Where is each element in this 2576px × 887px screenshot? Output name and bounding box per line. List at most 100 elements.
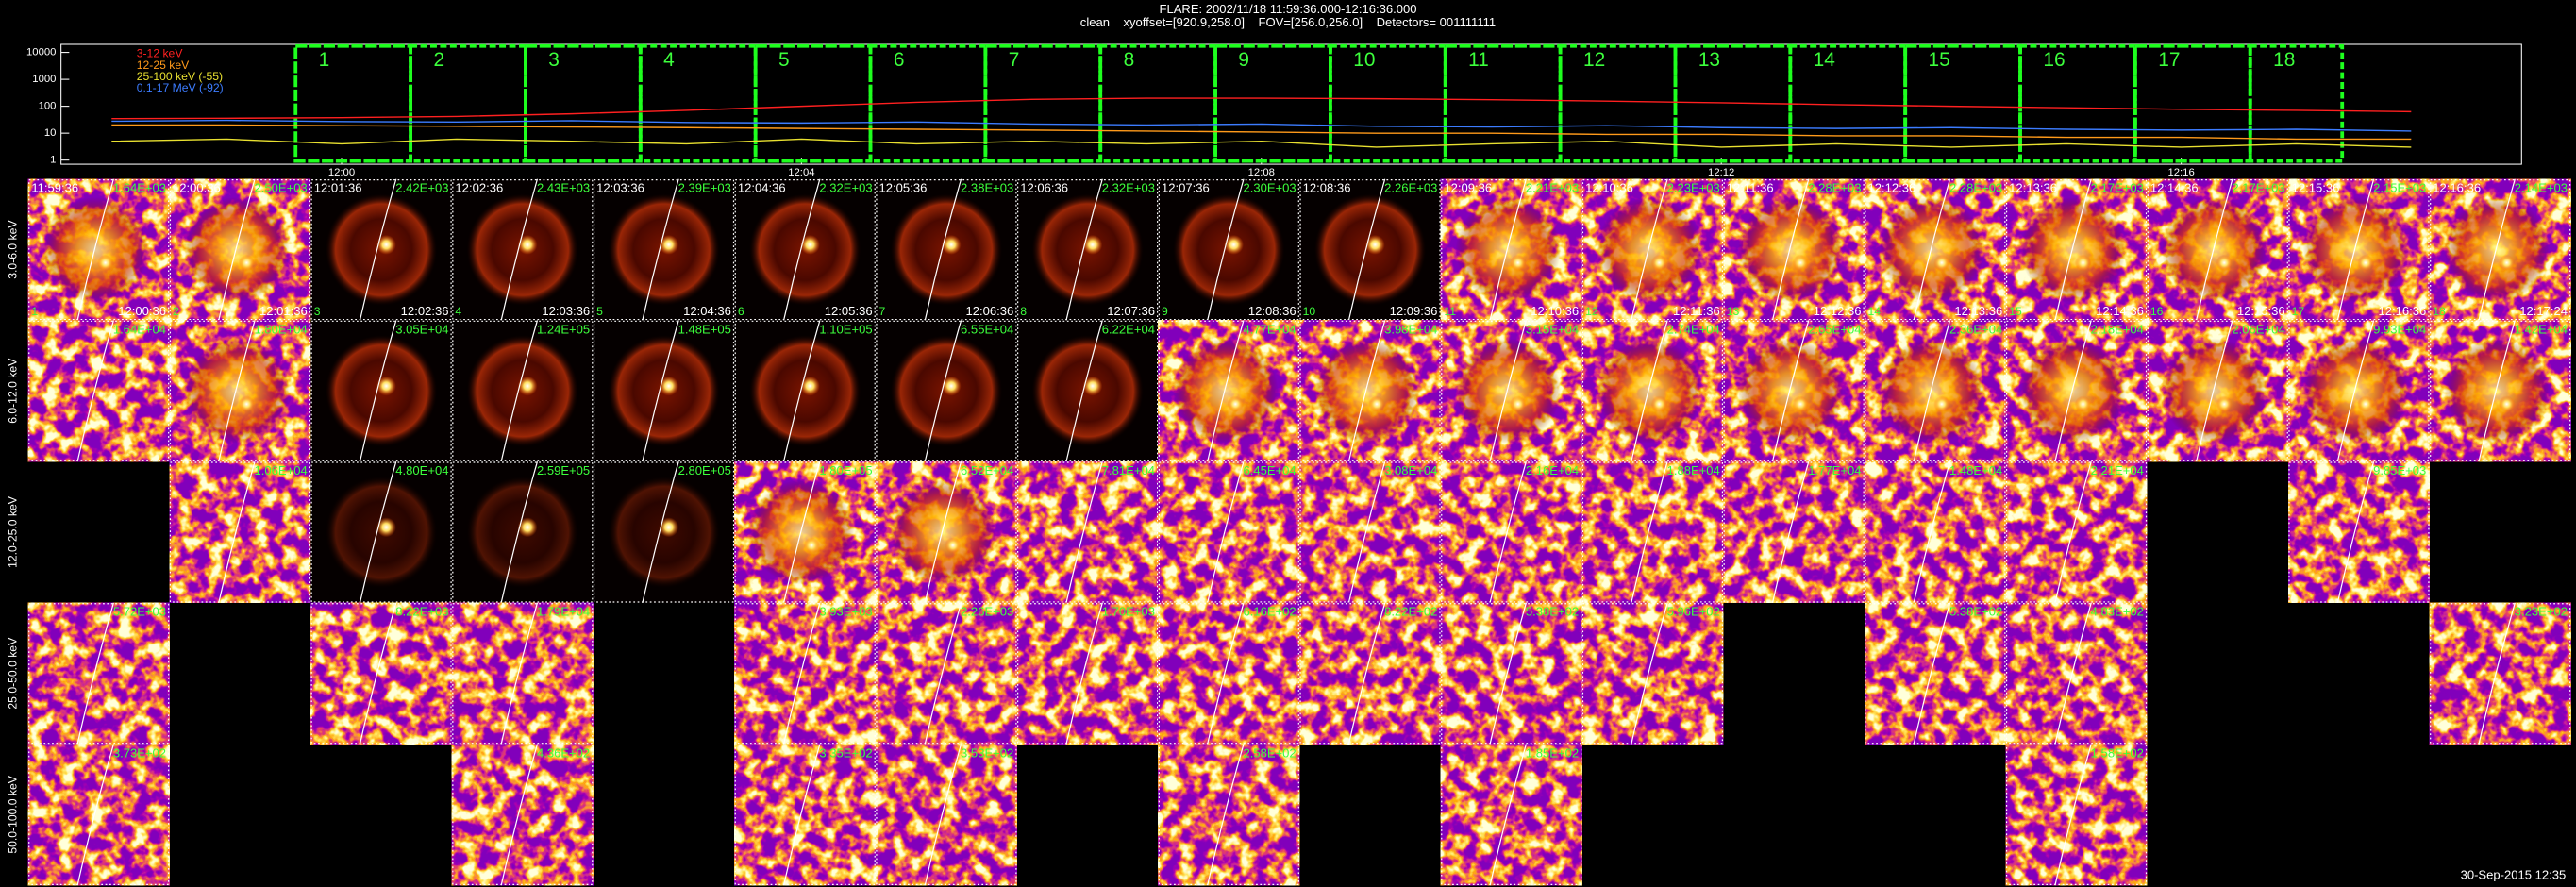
image-panel: 1.06E+04 [169,460,311,603]
solar-limb [2336,320,2375,462]
source-blob [184,338,290,444]
interval-box [2133,43,2252,163]
source-spot [238,254,256,272]
solar-limb [2054,744,2092,886]
x-tick-label: 12:16 [2167,167,2194,178]
panel-border [593,179,735,321]
image-panel: 6.52E+04 [876,460,1017,603]
panel-border [1441,744,1582,885]
start-time: 12:00:36 [173,181,221,195]
solar-limb [1913,178,1951,321]
y-tick-label: 10000 [26,47,56,59]
end-time: 12:06:36 [965,304,1013,318]
source-spot [376,234,396,255]
source-blob [2162,196,2267,303]
image-panel: 1.88E+04 [1581,460,1724,603]
image-panel: 2.74E+04 [1581,320,1724,462]
panel-border [452,744,594,885]
source-blob [1879,338,1985,444]
image-panel: 2.06E+04 [2147,320,2289,462]
peak-value: 3.08E+04 [1384,463,1437,477]
solar-limb [2336,178,2375,321]
x-tick-label: 12:04 [788,167,814,178]
panel-border [169,320,310,461]
solar-limb [1489,320,1527,462]
panel-border [734,461,876,603]
solar-limb [1065,460,1103,603]
peak-value: 2.59E+05 [537,463,590,477]
peak-value: 1.42E+04 [2515,322,2568,336]
source-spot [517,376,538,396]
peak-value: 2.32E+03 [1102,181,1155,195]
peak-value: 2.50E+03 [255,181,308,195]
panel-noise [876,744,1017,886]
interval-box [293,43,413,163]
image-panel: 3.05E+04 [310,320,452,462]
peak-value: 6.22E+04 [1102,322,1155,336]
start-time: 12:14:36 [2150,181,2199,195]
peak-value: 9.85E+03 [2373,463,2426,477]
end-time: 12:07:36 [1107,304,1155,318]
solar-limb [924,602,962,745]
peak-value: 2.26E+03 [1384,181,1437,195]
image-panel: 2.17E+03 12:14:36 12:15:36 16 [2147,178,2289,321]
subtitle: clean xyoffset=[920.9,258.0] FOV=[256.0,… [1080,15,1496,29]
interval-box [1213,43,1332,163]
panel-border [876,179,1017,321]
solar-limb [1207,602,1245,745]
peak-value: 6.16E+02 [1243,605,1296,619]
start-time: 11:59:36 [31,181,78,195]
image-panel: 2.28E+03 12:12:36 12:13:36 14 [1865,178,2006,321]
interval-index: 13 [1727,305,1740,318]
solar-limb [1489,178,1527,321]
image-panel: 5.38E+02 [1440,602,1582,745]
image-panel: 1.58E+02 [2005,744,2148,886]
start-time: 12:04:36 [738,181,786,195]
image-panel: 2.80E+05 [593,460,735,603]
panel-border [1723,320,1865,461]
panel-border [310,461,452,603]
solar-limb [1489,460,1527,603]
interval-index: 2 [173,305,179,318]
image-panel: 1.80E+04 [169,320,311,462]
solar-limb [782,744,821,886]
source-spot [945,537,962,554]
panel-noise [2005,461,2148,603]
panel-border [593,320,735,461]
panel-border [1299,179,1441,321]
source-spot [659,376,679,396]
panel-border [1441,461,1582,603]
panel-border [734,744,876,885]
solar-limb [1631,460,1668,603]
panel-border [1441,320,1582,461]
interval-box [1443,43,1563,163]
peak-value: 2.32E+03 [819,181,872,195]
peak-value: 1.58E+02 [2091,745,2144,760]
solar-limb [2478,178,2516,321]
panel-noise [1865,461,2006,603]
source-blob [2302,196,2409,303]
source-spot [96,254,114,272]
source-blob [1737,338,1844,444]
panel-noise [169,461,311,603]
peak-value: 1.64E+04 [113,322,166,336]
peak-value: 3.05E+04 [395,322,448,336]
source-spot [1082,376,1103,396]
peak-value: 1.64E+03 [113,181,166,195]
interval-number: 13 [1698,49,1720,71]
image-panel: 3.93E+03 [734,602,877,745]
source-spot [2074,395,2092,412]
source-spot [1510,254,1527,272]
image-panel: 6.55E+04 [876,320,1017,462]
image-panel: 1.80E+05 [734,460,877,603]
solar-limb [218,460,256,603]
end-time: 12:15:36 [2237,304,2285,318]
panel-border [1158,179,1299,321]
panel-border [2430,320,2571,461]
source-blob [184,196,290,303]
source-spot [1368,395,1385,412]
peak-value: 3.73E+02 [113,745,166,760]
image-panel: 3.98E+04 [1299,320,1441,462]
start-time: 12:10:36 [1585,181,1633,195]
